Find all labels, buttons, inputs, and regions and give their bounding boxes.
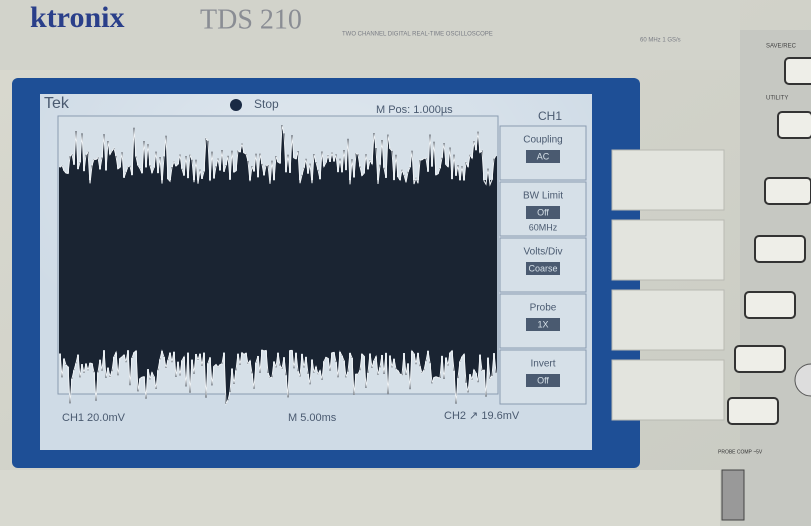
button[interactable]: [785, 58, 811, 84]
bezel-key[interactable]: [612, 290, 724, 350]
menu-extra: 60MHz: [529, 222, 558, 232]
run-status: Stop: [254, 97, 279, 111]
run-indicator: [230, 99, 242, 111]
menu-value: Off: [537, 207, 549, 217]
bezel-key[interactable]: [612, 220, 724, 280]
button[interactable]: [755, 236, 805, 262]
menu-channel: CH1: [538, 109, 562, 123]
probe-comp-label: PROBE COMP ~5V: [718, 449, 763, 455]
ch2-scale: CH2 ↗ 19.6mV: [444, 410, 520, 422]
probe-comp-terminal: [722, 470, 744, 520]
menu-label: Probe: [530, 303, 557, 314]
bezel-key[interactable]: [612, 150, 724, 210]
model-subtitle: TWO CHANNEL DIGITAL REAL-TIME OSCILLOSCO…: [342, 32, 493, 38]
menu-label: BW Limit: [523, 191, 563, 202]
menu-label: Volts/Div: [524, 247, 563, 258]
button-label: SAVE/REC: [766, 44, 797, 50]
menu-value: Coarse: [528, 263, 557, 273]
bottom-panel: [0, 470, 720, 526]
button[interactable]: [735, 346, 785, 372]
button-label: UTILITY: [766, 96, 788, 102]
model: TDS 210: [200, 4, 302, 35]
scope-photo: ktronix TDS 210 TWO CHANNEL DIGITAL REAL…: [0, 0, 811, 526]
menu-value: AC: [537, 151, 550, 161]
side-menu: Coupling AC BW Limit Off 60MHz Volts/Div Coars…: [500, 126, 586, 404]
ch1-scale: CH1 20.0mV: [62, 412, 126, 424]
spec: 60 MHz 1 GS/s: [640, 38, 681, 44]
button[interactable]: [745, 292, 795, 318]
brand: ktronix: [30, 1, 124, 34]
button[interactable]: [778, 112, 811, 138]
menu-value: Off: [537, 375, 549, 385]
menu-label: Invert: [530, 359, 555, 370]
bezel-key[interactable]: [612, 360, 724, 420]
time-scale: M 5.00ms: [288, 412, 337, 424]
trigger-position: M Pos: 1.000µs: [376, 104, 453, 116]
screen-logo: Tek: [44, 95, 70, 112]
menu-label: Coupling: [523, 135, 562, 146]
button[interactable]: [765, 178, 811, 204]
button[interactable]: [728, 398, 778, 424]
menu-value: 1X: [537, 319, 548, 329]
